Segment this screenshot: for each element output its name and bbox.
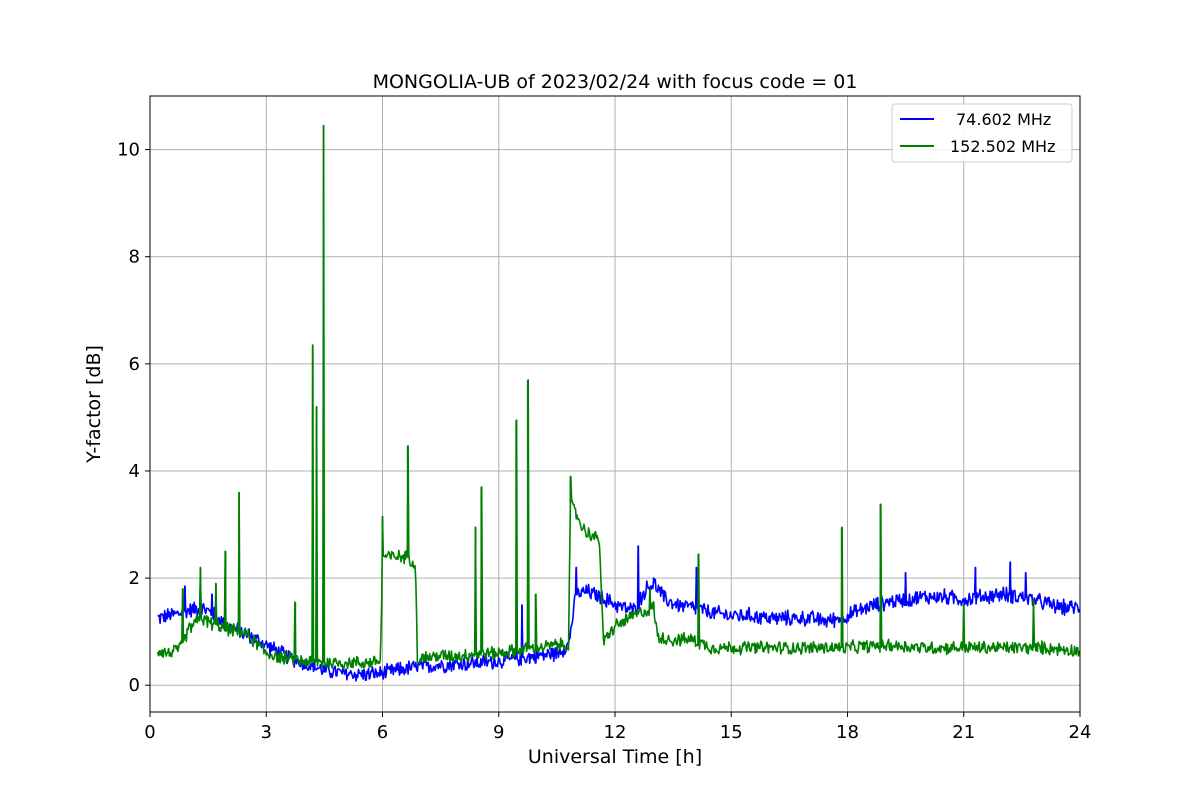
legend-label-74-mhz: 74.602 MHz bbox=[956, 110, 1051, 129]
y-tick-label: 6 bbox=[129, 354, 140, 375]
y-tick-label: 8 bbox=[129, 247, 140, 268]
series-layer bbox=[157, 124, 1081, 682]
legend-label-152-mhz: 152.502 MHz bbox=[950, 137, 1055, 156]
legend-box bbox=[891, 103, 1073, 163]
legend: 74.602 MHz 152.502 MHz bbox=[891, 103, 1073, 163]
grid bbox=[150, 96, 1080, 712]
x-tick-label: 0 bbox=[144, 722, 155, 743]
x-tick-label: 15 bbox=[720, 722, 743, 743]
series-152-mhz bbox=[157, 124, 1081, 670]
series-line bbox=[157, 124, 1081, 670]
x-tick-label: 21 bbox=[952, 722, 975, 743]
x-tick-label: 18 bbox=[836, 722, 859, 743]
x-tick-label: 3 bbox=[261, 722, 272, 743]
x-tick-label: 24 bbox=[1069, 722, 1092, 743]
x-tick-label: 9 bbox=[493, 722, 504, 743]
y-tick-label: 4 bbox=[129, 461, 140, 482]
y-tick-label: 10 bbox=[117, 140, 140, 161]
y-tick-label: 0 bbox=[129, 675, 140, 696]
y-axis-label: Y-factor [dB] bbox=[83, 345, 105, 464]
x-tick-label: 12 bbox=[604, 722, 627, 743]
chart-title: MONGOLIA-UB of 2023/02/24 with focus cod… bbox=[373, 71, 858, 93]
x-tick-label: 6 bbox=[377, 722, 388, 743]
y-tick-label: 2 bbox=[129, 568, 140, 589]
x-axis-label: Universal Time [h] bbox=[528, 746, 702, 768]
